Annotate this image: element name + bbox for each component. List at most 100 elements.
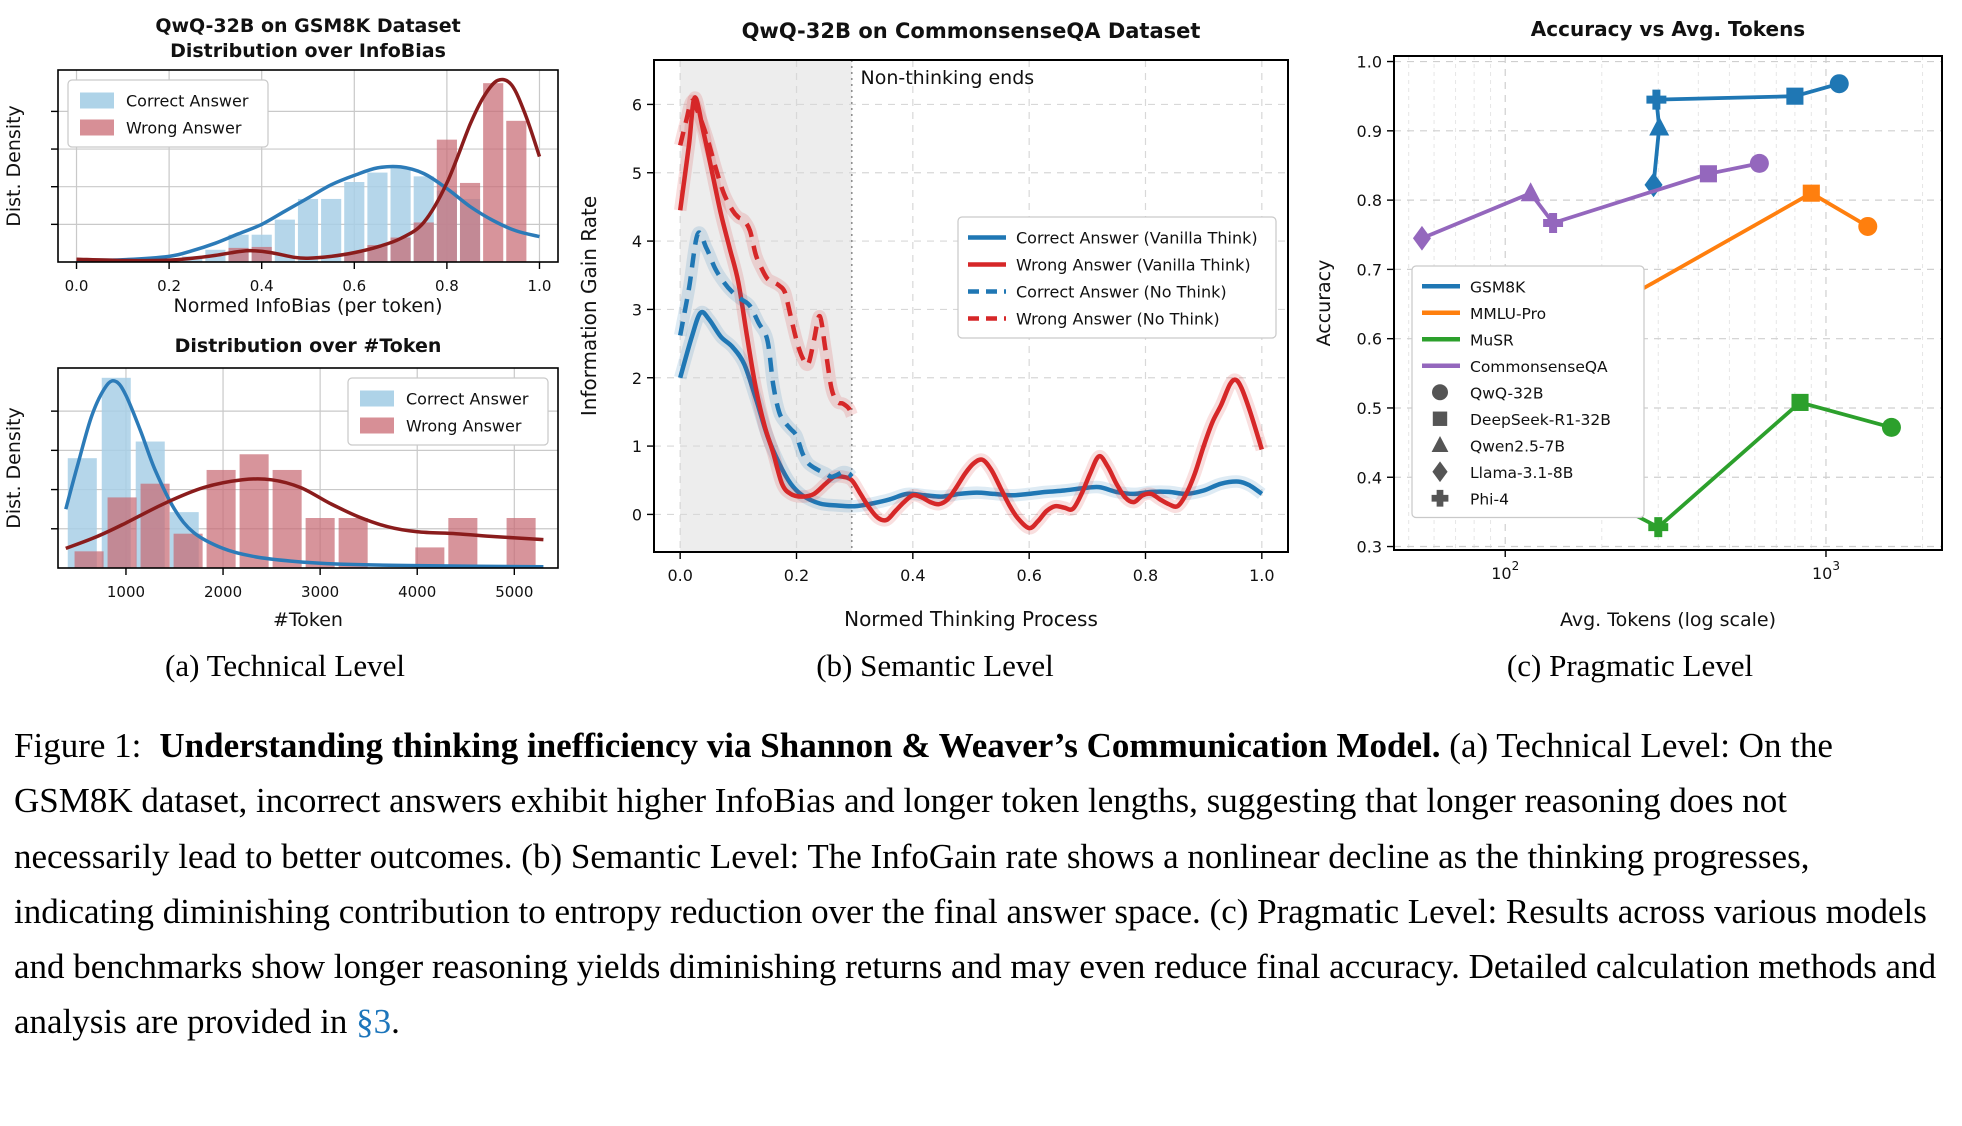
x-axis-label: Normed InfoBias (per token) xyxy=(173,295,442,317)
subcaption-a: (a) Technical Level xyxy=(165,648,405,683)
x-axis-label: #Token xyxy=(273,609,343,631)
svg-text:1: 1 xyxy=(632,437,642,456)
legend: GSM8K MMLU-Pro MuSR CommonsenseQA QwQ-32B Dee… xyxy=(1411,265,1645,519)
charts-row: 0.0 0.2 0.4 0.6 0.8 1.0 QwQ-32B on GSM8K Datas… xyxy=(0,8,1962,638)
y-axis-label: Dist. Density xyxy=(3,105,25,227)
section-3-link[interactable]: §3 xyxy=(356,1002,392,1042)
chart-title: QwQ-32B on CommonsenseQA Dataset xyxy=(742,19,1201,43)
bars-wrong-answer xyxy=(74,454,536,568)
svg-text:0.4: 0.4 xyxy=(900,566,925,585)
svg-text:0.0: 0.0 xyxy=(65,277,89,295)
panel-b-semantic: 0.0 0.2 0.4 0.6 0.8 1.0 0 1 2 3 4 5 6 QwQ-32B on Comm… xyxy=(570,8,1300,638)
legend: Correct Answer Wrong Answer xyxy=(347,377,549,446)
svg-text:0.8: 0.8 xyxy=(1133,566,1158,585)
plot-frame xyxy=(57,367,559,569)
svg-text:4000: 4000 xyxy=(398,583,436,601)
svg-text:0.6: 0.6 xyxy=(342,277,366,295)
svg-text:0.0: 0.0 xyxy=(667,566,692,585)
svg-text:MuSR: MuSR xyxy=(1470,331,1514,349)
panel-a-technical: 0.0 0.2 0.4 0.6 0.8 1.0 QwQ-32B on GSM8K Datas… xyxy=(0,8,570,638)
svg-text:102: 102 xyxy=(1491,559,1519,583)
svg-text:0.2: 0.2 xyxy=(784,566,809,585)
svg-text:0.3: 0.3 xyxy=(1357,538,1382,557)
svg-text:0.6: 0.6 xyxy=(1016,566,1041,585)
svg-text:1.0: 1.0 xyxy=(1249,566,1274,585)
caption-figure-label: Figure 1: xyxy=(14,726,142,765)
svg-text:2000: 2000 xyxy=(204,583,242,601)
series-correct-answer-kde xyxy=(64,379,544,569)
axes-ticks: 0.0 0.2 0.4 0.6 0.8 1.0 xyxy=(51,110,552,295)
plot-frame xyxy=(1393,55,1943,551)
svg-text:3: 3 xyxy=(632,300,642,319)
figure-1-page: 0.0 0.2 0.4 0.6 0.8 1.0 QwQ-32B on GSM8K Datas… xyxy=(0,8,1962,1050)
x-axis-label: Normed Thinking Process xyxy=(844,607,1098,631)
series-gsm8k xyxy=(1644,74,1849,198)
svg-text:0.8: 0.8 xyxy=(1357,191,1382,210)
chart-title: QwQ-32B on GSM8K Dataset xyxy=(155,15,460,37)
subcaption-b: (b) Semantic Level xyxy=(816,648,1054,683)
svg-text:Wrong Answer: Wrong Answer xyxy=(406,417,522,436)
series-wrong-answer-kde xyxy=(65,477,544,551)
figure-caption: Figure 1: Understanding thinking ineffici… xyxy=(0,718,1962,1050)
legend: Correct Answer Wrong Answer xyxy=(67,79,269,148)
svg-text:5: 5 xyxy=(632,164,642,183)
panel-c-pragmatic: 102 103 0.3 0.4 0.5 0.6 0.7 0.8 0.9 1.0 Accuracy v… xyxy=(1300,8,1960,638)
svg-text:103: 103 xyxy=(1812,559,1840,583)
svg-text:QwQ-32B: QwQ-32B xyxy=(1470,384,1543,402)
subcaption-row: (a) Technical Level (b) Semantic Level (… xyxy=(0,648,1962,684)
svg-text:0.9: 0.9 xyxy=(1357,122,1382,141)
svg-text:CommonsenseQA: CommonsenseQA xyxy=(1470,358,1608,376)
svg-text:Correct Answer: Correct Answer xyxy=(126,92,249,111)
svg-text:Phi-4: Phi-4 xyxy=(1470,490,1509,508)
svg-text:Wrong Answer: Wrong Answer xyxy=(126,119,242,138)
svg-text:1.0: 1.0 xyxy=(528,277,552,295)
axes-ticks: 102 103 0.3 0.4 0.5 0.6 0.7 0.8 0.9 1.0 xyxy=(1357,53,1840,583)
x-axis-label: Avg. Tokens (log scale) xyxy=(1560,609,1776,631)
chart-accuracy-vs-tokens: 102 103 0.3 0.4 0.5 0.6 0.7 0.8 0.9 1.0 Accuracy v… xyxy=(1300,8,1960,638)
svg-text:Correct Answer (No Think): Correct Answer (No Think) xyxy=(1016,283,1227,302)
plot-frame xyxy=(653,59,1289,553)
caption-final-period: . xyxy=(391,1002,400,1042)
svg-text:Correct Answer: Correct Answer xyxy=(406,390,529,409)
svg-text:6: 6 xyxy=(632,95,642,114)
svg-text:1000: 1000 xyxy=(107,583,145,601)
y-axis-label: Accuracy xyxy=(1313,260,1335,347)
svg-text:Correct Answer (Vanilla Think): Correct Answer (Vanilla Think) xyxy=(1016,229,1258,248)
svg-text:MMLU-Pro: MMLU-Pro xyxy=(1470,305,1546,323)
y-axis-label: Information Gain Rate xyxy=(577,196,601,416)
series-correct-answer-no-think xyxy=(674,226,857,484)
chart-token-distribution: 1000 2000 3000 4000 5000 Distribution over #T… xyxy=(0,324,570,638)
chart-svg-a1: 0.0 0.2 0.4 0.6 0.8 1.0 QwQ-32B on GSM8K Datas… xyxy=(3,15,559,317)
svg-text:0: 0 xyxy=(632,505,642,524)
chart-svg-b: 0.0 0.2 0.4 0.6 0.8 1.0 0 1 2 3 4 5 6 QwQ-32B on Comm… xyxy=(577,19,1289,631)
svg-text:Llama-3.1-8B: Llama-3.1-8B xyxy=(1470,464,1573,482)
svg-text:0.8: 0.8 xyxy=(435,277,459,295)
svg-text:GSM8K: GSM8K xyxy=(1470,278,1526,296)
svg-text:0.4: 0.4 xyxy=(1357,468,1382,487)
svg-text:4: 4 xyxy=(632,232,642,251)
svg-text:2: 2 xyxy=(632,369,642,388)
chart-infobias-distribution: 0.0 0.2 0.4 0.6 0.8 1.0 QwQ-32B on GSM8K Datas… xyxy=(0,8,570,324)
svg-text:5000: 5000 xyxy=(495,583,533,601)
series-wrong-answer-kde xyxy=(76,77,542,263)
svg-text:1.0: 1.0 xyxy=(1357,53,1382,72)
svg-text:0.5: 0.5 xyxy=(1357,399,1382,418)
series-correct-answer-vanilla-think xyxy=(674,305,1266,513)
caption-body-text: (a) Technical Level: On the GSM8K datase… xyxy=(14,726,1937,1042)
shaded-region xyxy=(680,60,852,552)
axes-ticks: 1000 2000 3000 4000 5000 xyxy=(51,410,533,601)
svg-text:0.2: 0.2 xyxy=(157,277,181,295)
subcaption-c: (c) Pragmatic Level xyxy=(1506,648,1754,683)
plot-frame xyxy=(57,69,559,263)
series-commonsenseqa xyxy=(1412,153,1769,251)
svg-text:0.6: 0.6 xyxy=(1357,330,1382,349)
chart-svg-a2: 1000 2000 3000 4000 5000 Distribution over #T… xyxy=(3,335,559,631)
chart-title: Distribution over InfoBias xyxy=(170,40,446,62)
axes-ticks: 0.0 0.2 0.4 0.6 0.8 1.0 0 1 2 3 4 5 6 xyxy=(632,95,1275,585)
series-correct-answer-kde xyxy=(76,164,540,262)
svg-text:Qwen2.5-7B: Qwen2.5-7B xyxy=(1470,437,1565,455)
y-axis-label: Dist. Density xyxy=(3,407,25,529)
annotation-non-thinking-ends: Non-thinking ends xyxy=(860,67,1034,89)
chart-title: Accuracy vs Avg. Tokens xyxy=(1531,17,1805,41)
chart-title: Distribution over #Token xyxy=(175,335,442,357)
